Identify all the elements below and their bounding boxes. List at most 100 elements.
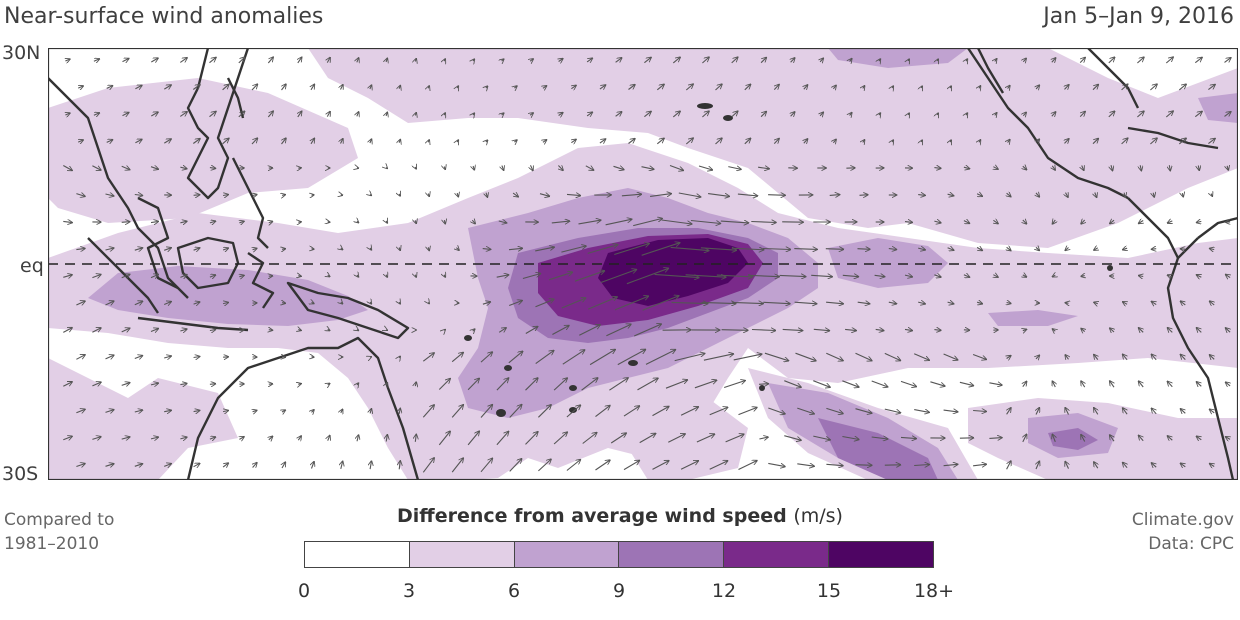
wind-arrow	[748, 275, 779, 276]
wind-arrow	[1194, 111, 1202, 118]
wind-arrow	[486, 86, 488, 88]
wind-arrow	[496, 378, 509, 391]
wind-arrow	[508, 248, 523, 249]
shade-15-18-central-pacific	[598, 238, 748, 306]
wind-arrow	[1137, 57, 1144, 64]
wind-arrow	[451, 352, 463, 363]
wind-arrow	[513, 193, 518, 197]
wind-arrow	[473, 113, 475, 115]
wind-arrow	[1065, 355, 1068, 360]
wind-arrow	[1065, 408, 1068, 415]
wind-arrow	[1094, 354, 1098, 359]
wind-arrow	[578, 220, 602, 225]
wind-arrow	[794, 302, 817, 304]
wind-arrow	[328, 275, 330, 276]
wind-arrow	[530, 59, 533, 61]
wind-arrow	[977, 194, 982, 197]
wind-arrow	[950, 140, 951, 142]
wind-arrow	[78, 140, 83, 142]
wind-arrow	[888, 302, 897, 304]
wind-arrow	[1196, 328, 1201, 333]
wind-arrow	[328, 383, 330, 384]
wind-arrow	[341, 248, 343, 249]
wind-arrow	[1209, 464, 1214, 467]
wind-arrow	[615, 112, 622, 117]
wind-arrow	[92, 437, 101, 440]
wind-arrow	[947, 194, 954, 196]
wind-arrow	[502, 166, 504, 171]
wind-arrow	[900, 380, 917, 386]
legend-swatch	[619, 542, 725, 567]
wind-arrow	[1151, 301, 1156, 304]
wind-arrow	[1225, 274, 1230, 277]
pacific-islands	[464, 103, 1113, 417]
wind-arrow	[525, 432, 539, 445]
shade-6-9-north	[828, 48, 968, 68]
wind-arrow	[164, 248, 171, 251]
legend-unit: (m/s)	[793, 505, 843, 527]
legend-tick-label: 9	[612, 580, 626, 602]
wind-arrow	[76, 409, 85, 413]
coast-florida	[1087, 48, 1140, 109]
wind-arrow	[253, 410, 257, 411]
wind-arrow	[797, 407, 814, 414]
wind-arrow	[1023, 275, 1027, 277]
wind-arrow	[694, 380, 717, 389]
wind-arrow	[1209, 248, 1214, 249]
wind-arrow	[943, 464, 958, 465]
wind-arrow	[399, 356, 400, 358]
wind-arrow	[105, 410, 115, 413]
wind-arrow	[875, 329, 884, 330]
wind-arrow	[637, 378, 659, 391]
wind-arrow	[93, 113, 100, 115]
wind-arrow	[370, 85, 372, 89]
wind-arrow	[357, 275, 359, 277]
wind-arrow	[698, 165, 713, 170]
wind-arrow	[934, 168, 941, 169]
wind-arrow	[644, 57, 651, 64]
wind-arrow	[918, 248, 925, 250]
legend-tick-label: 0	[297, 580, 311, 602]
coast-south-america	[1166, 257, 1235, 480]
wind-arrow	[467, 378, 479, 391]
wind-arrow	[963, 167, 970, 169]
wind-arrow	[950, 86, 951, 88]
wind-arrow	[1023, 381, 1027, 388]
wind-arrow	[1082, 166, 1084, 171]
wind-arrow	[415, 220, 416, 223]
wind-arrow	[1065, 303, 1068, 304]
wind-arrow	[472, 220, 475, 224]
wind-arrow	[1023, 58, 1026, 62]
legend-tick-label: 6	[507, 580, 521, 602]
wind-arrow	[943, 410, 958, 412]
wind-arrow	[1225, 437, 1230, 440]
wind-arrow	[63, 165, 72, 171]
wind-arrow	[282, 84, 287, 91]
wind-arrow	[737, 194, 758, 196]
wind-arrow	[480, 352, 493, 363]
wind-arrow	[842, 437, 859, 440]
wind-arrow	[826, 352, 843, 360]
baseline-note-line-1: Compared to	[4, 510, 115, 530]
wind-arrow	[764, 352, 789, 361]
legend-tick-label: 18+	[913, 580, 955, 602]
wind-arrow	[859, 195, 869, 196]
wind-arrow	[444, 220, 445, 224]
wind-arrow	[76, 355, 85, 360]
wind-arrow	[1108, 111, 1115, 118]
wind-arrow	[863, 86, 865, 89]
wind-arrow	[135, 85, 142, 88]
wind-arrow	[668, 434, 685, 443]
wind-arrow	[758, 167, 769, 169]
wind-arrow	[509, 459, 522, 472]
wind-arrow	[595, 405, 611, 418]
wind-arrow	[121, 166, 130, 169]
wind-arrow	[842, 275, 859, 276]
wind-arrow	[222, 195, 228, 196]
wind-arrow	[784, 380, 801, 388]
wind-arrow	[502, 113, 504, 115]
wind-arrow	[209, 330, 216, 331]
wind-arrow	[193, 463, 200, 466]
wind-arrow	[1023, 220, 1027, 224]
wind-arrow	[298, 436, 301, 440]
